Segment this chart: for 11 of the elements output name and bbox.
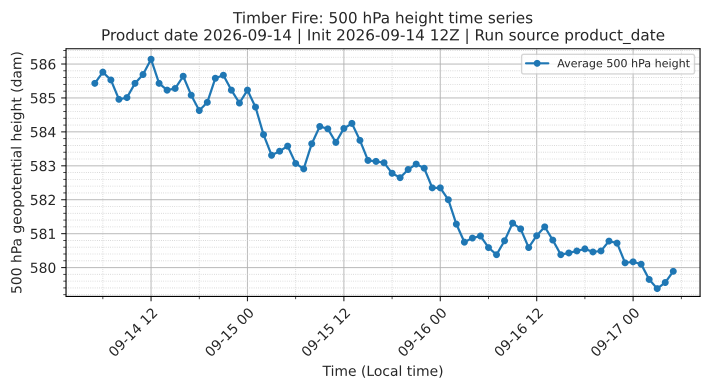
y-tick-label: 586: [30, 58, 56, 70]
chart-title: Timber Fire: 500 hPa height time series Product date 2026-09-14 | Init 2026-09-14 12Z | Run source product_date: [102, 12, 664, 44]
y-tick-label: 585: [30, 92, 56, 104]
y-tick-label: 584: [30, 126, 56, 138]
legend-label: Average 500 hPa height: [557, 58, 690, 70]
y-tick-label: 580: [30, 262, 56, 274]
y-tick-label: 581: [30, 228, 56, 240]
y-tick-label: 582: [30, 194, 55, 206]
x-axis-title: Time (Local time): [322, 365, 442, 378]
y-axis-title: 500 hPa geopotential height (dam): [10, 52, 24, 293]
y-tick-label: 583: [30, 160, 56, 172]
